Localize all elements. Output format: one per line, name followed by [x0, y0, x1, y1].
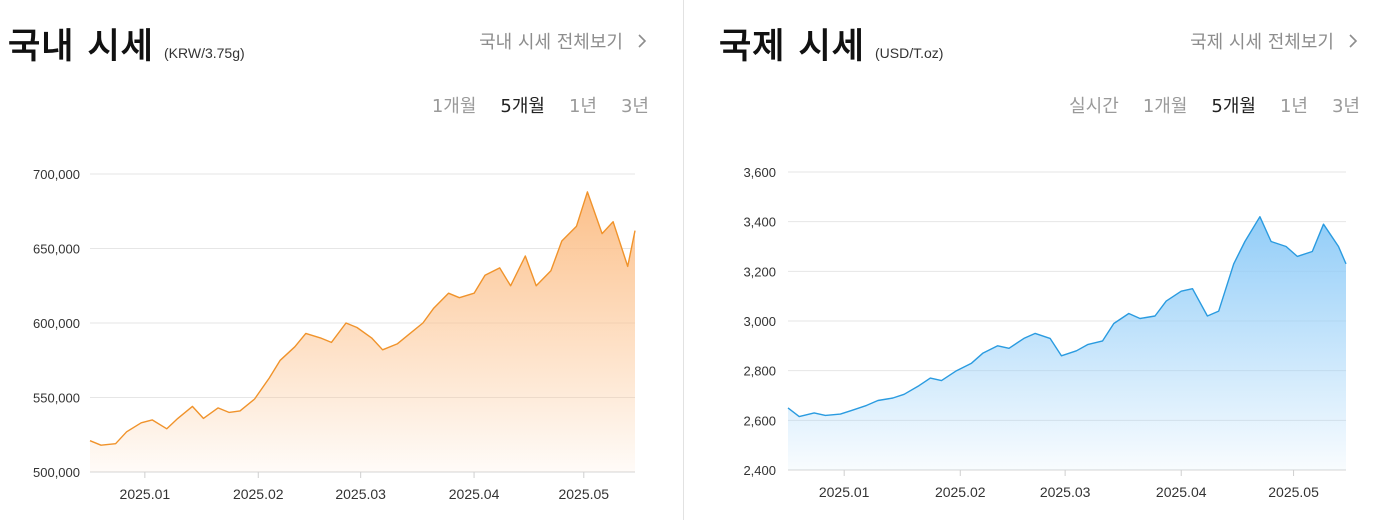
intl-x-tick-label: 2025.04 [1156, 484, 1207, 500]
intl-y-tick-label: 3,600 [743, 165, 776, 180]
domestic-price-chart: 500,000 550,000 600,000 650,000 700,000 2025.… [33, 167, 636, 502]
domestic-y-tick-label: 650,000 [33, 242, 80, 257]
domestic-title-row: 국내 시세 (KRW/3.75g) [8, 18, 245, 69]
domestic-tab-5m[interactable]: 5개월 [500, 96, 545, 117]
intl-y-tick-label: 2,600 [743, 413, 776, 428]
domestic-x-tick-label: 2025.04 [449, 486, 500, 502]
intl-series-line [787, 216, 1347, 418]
intl-y-tick-label: 3,400 [743, 215, 776, 230]
domestic-y-tick-label: 600,000 [33, 316, 80, 331]
intl-area-fill [788, 216, 1346, 470]
domestic-series-line [89, 191, 636, 446]
intl-title: 국제 시세 [719, 27, 865, 67]
domestic-unit: (KRW/3.75g) [164, 45, 245, 61]
intl-tab-1m[interactable]: 1개월 [1142, 96, 1188, 117]
domestic-title: 국내 시세 [8, 27, 154, 67]
panel-divider [683, 0, 684, 520]
domestic-tab-1y[interactable]: 1년 [568, 96, 597, 117]
intl-tab-1y[interactable]: 1년 [1279, 96, 1308, 117]
intl-y-tick-label: 2,800 [743, 364, 776, 379]
international-price-chart: 2,400 2,600 2,800 3,000 3,200 3,400 3,600 2025.… [743, 165, 1347, 500]
intl-y-tick-label: 2,400 [743, 463, 776, 478]
domestic-y-tick-label: 550,000 [33, 391, 80, 406]
domestic-price-panel: 국내 시세 (KRW/3.75g) 국내 시세 전체보기 1개월 5개월 1년 … [0, 0, 683, 520]
domestic-tab-1m[interactable]: 1개월 [431, 96, 477, 117]
intl-y-tick-label: 3,000 [743, 314, 776, 329]
intl-x-tick-label: 2025.03 [1040, 484, 1091, 500]
intl-x-tick-label: 2025.02 [935, 484, 986, 500]
chevron-right-icon [638, 34, 647, 48]
intl-view-all-link[interactable]: 국제 시세 전체보기 [1190, 28, 1360, 54]
intl-period-tabs: 실시간 1개월 5개월 1년 3년 [1069, 92, 1360, 118]
intl-tab-5m[interactable]: 5개월 [1211, 96, 1256, 117]
intl-x-tick-label: 2025.01 [819, 484, 870, 500]
domestic-x-tick-label: 2025.05 [558, 486, 609, 502]
intl-title-row: 국제 시세 (USD/T.oz) [719, 18, 943, 69]
domestic-view-all-link[interactable]: 국내 시세 전체보기 [479, 28, 649, 54]
domestic-y-tick-label: 500,000 [33, 465, 80, 480]
intl-tab-realtime[interactable]: 실시간 [1069, 96, 1119, 117]
domestic-x-tick-label: 2025.03 [335, 486, 386, 502]
domestic-period-tabs: 1개월 5개월 1년 3년 [432, 92, 649, 118]
intl-unit: (USD/T.oz) [875, 45, 944, 61]
domestic-x-tick-label: 2025.02 [233, 486, 284, 502]
domestic-y-tick-label: 700,000 [33, 167, 80, 182]
international-price-panel: 국제 시세 (USD/T.oz) 국제 시세 전체보기 실시간 1개월 5개월 … [684, 0, 1380, 520]
chevron-right-icon [1349, 34, 1358, 48]
intl-view-all-label: 국제 시세 전체보기 [1190, 32, 1334, 53]
intl-tab-3y[interactable]: 3년 [1331, 96, 1360, 117]
intl-x-tick-label: 2025.05 [1268, 484, 1319, 500]
domestic-tab-3y[interactable]: 3년 [620, 96, 649, 117]
intl-y-tick-label: 3,200 [743, 264, 776, 279]
domestic-x-tick-label: 2025.01 [120, 486, 171, 502]
domestic-view-all-label: 국내 시세 전체보기 [479, 32, 623, 53]
